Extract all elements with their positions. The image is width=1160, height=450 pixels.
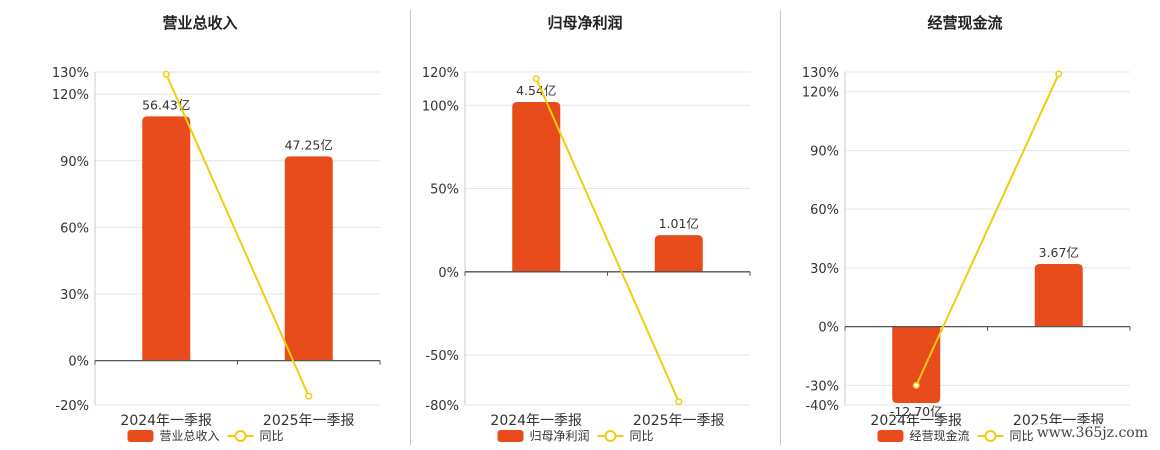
yoy-point xyxy=(675,398,683,406)
chart-svg: 130% 120% 90% 60% 30% 0% -30% -40% -12.70亿 3.67亿 2… xyxy=(802,66,1131,443)
bar xyxy=(142,116,191,361)
y-tick-label: 0% xyxy=(818,321,839,336)
y-tick-label: 130% xyxy=(52,66,89,81)
panel-divider xyxy=(410,10,411,445)
bar xyxy=(284,156,333,361)
bar xyxy=(654,235,703,272)
bar xyxy=(892,326,941,404)
legend-label-line: 同比 xyxy=(1010,429,1034,443)
y-tick-label: 0% xyxy=(68,355,89,370)
chart-title: 经营现金流 xyxy=(927,14,1003,32)
y-tick-label: 30% xyxy=(60,288,89,303)
y-tick-label: -30% xyxy=(805,379,839,394)
bar-data-label: 47.25亿 xyxy=(285,137,333,152)
yoy-line xyxy=(535,78,680,403)
legend-label-line: 同比 xyxy=(630,429,654,443)
y-tick-label: 0% xyxy=(438,266,459,281)
y-tick-label: -40% xyxy=(805,399,839,414)
y-tick-label: -20% xyxy=(55,399,89,414)
yoy-line xyxy=(915,73,1060,386)
legend-swatch-marker xyxy=(604,430,617,442)
yoy-point xyxy=(305,392,313,400)
x-category-label: 2024年一季报 xyxy=(870,413,962,429)
bar-data-label: 4.54亿 xyxy=(516,83,556,98)
yoy-point xyxy=(1055,70,1063,78)
y-tick-label: 120% xyxy=(802,86,839,101)
bar xyxy=(1034,263,1083,327)
yoy-point xyxy=(532,75,540,83)
y-tick-label: 60% xyxy=(60,221,89,236)
bar-data-label: 3.67亿 xyxy=(1039,245,1079,260)
panel-divider xyxy=(780,10,781,445)
yoy-line xyxy=(165,73,310,397)
legend-label-bar: 归母净利润 xyxy=(530,429,590,443)
watermark: www.365jz.com xyxy=(1032,424,1152,442)
bar-data-label: 1.01亿 xyxy=(659,216,699,231)
legend-swatch-marker xyxy=(984,430,997,442)
y-tick-label: 60% xyxy=(810,203,839,218)
chart-panel: 归母净利润 120% 100% 50% 0% -50% -80% 4.54亿 1.01亿 2024… xyxy=(400,0,770,450)
legend-swatch-marker xyxy=(234,430,247,442)
legend-label-line: 同比 xyxy=(260,429,284,443)
chart-title: 营业总收入 xyxy=(162,14,238,32)
y-tick-label: 90% xyxy=(60,155,89,170)
y-tick-label: 30% xyxy=(810,262,839,277)
chart-panel: 营业总收入 130% 120% 90% 60% 30% 0% -20% 56.43亿 47.25亿… xyxy=(0,0,400,450)
legend-label-bar: 经营现金流 xyxy=(910,428,970,443)
x-category-label: 2024年一季报 xyxy=(120,413,212,429)
x-category-label: 2024年一季报 xyxy=(490,413,582,429)
y-tick-label: 90% xyxy=(810,144,839,159)
legend-label-bar: 营业总收入 xyxy=(160,429,220,443)
bar xyxy=(512,101,561,272)
y-tick-label: -80% xyxy=(425,399,459,414)
y-tick-label: 100% xyxy=(422,99,459,114)
y-tick-label: 120% xyxy=(422,66,459,81)
legend-swatch-bar xyxy=(877,430,904,442)
yoy-point xyxy=(162,70,170,78)
chart-title: 归母净利润 xyxy=(547,14,623,32)
chart-svg: 130%120%90%60%30%0%-20%56.43亿47.25亿2024年… xyxy=(52,66,381,443)
x-category-label: 2025年一季报 xyxy=(263,413,355,429)
chart-svg: 120% 100% 50% 0% -50% -80% 4.54亿 1.01亿 2024年一季报 2… xyxy=(422,66,751,443)
y-tick-label: -50% xyxy=(425,349,459,364)
x-category-label: 2025年一季报 xyxy=(633,413,725,429)
y-tick-label: 50% xyxy=(430,183,459,198)
bar-data-label: -12.70亿 xyxy=(890,404,943,419)
legend-swatch-bar xyxy=(127,430,154,442)
yoy-point xyxy=(912,381,920,389)
legend-swatch-bar xyxy=(497,430,524,442)
chart-panel: 经营现金流 130% 120% 90% 60% 30% 0% -30% -40% -12.70亿 3… xyxy=(770,0,1160,450)
y-tick-label: 130% xyxy=(802,66,839,81)
y-tick-label: 120% xyxy=(52,88,89,103)
